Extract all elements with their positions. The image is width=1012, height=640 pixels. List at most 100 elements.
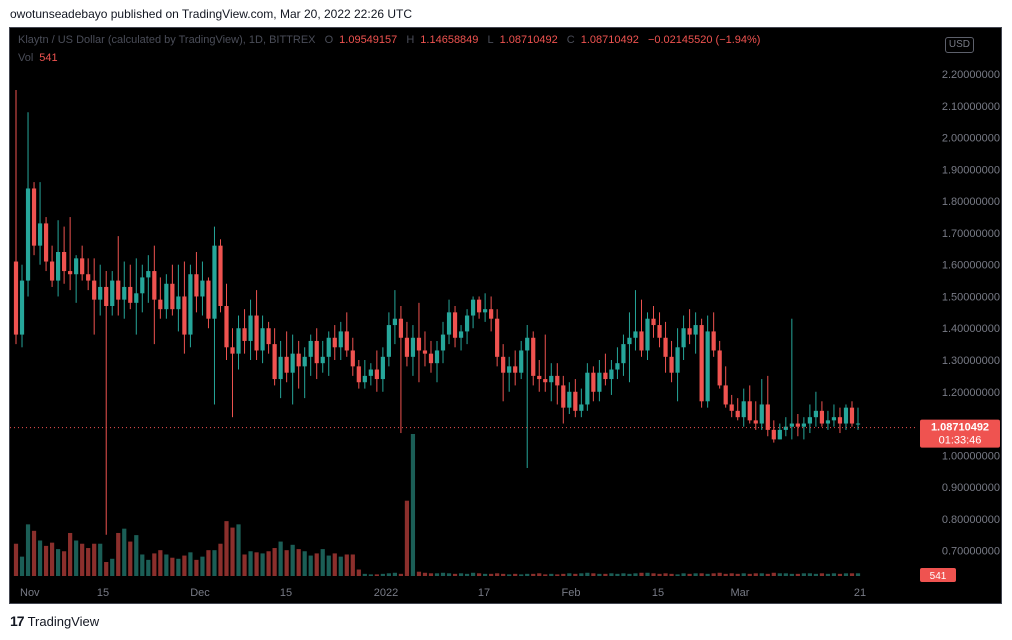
candle-body: [206, 280, 211, 319]
candle-body: [92, 280, 97, 300]
volume-bar: [627, 573, 632, 576]
volume-bar: [74, 540, 79, 576]
volume-bar: [182, 555, 187, 576]
volume-bar: [31, 530, 37, 576]
candle-body: [170, 283, 175, 310]
volume-bar: [350, 554, 355, 576]
candle-body: [242, 328, 247, 341]
candle-body: [489, 309, 494, 319]
volume-bar: [531, 573, 536, 576]
volume-bar: [483, 573, 488, 576]
candle-body: [483, 309, 488, 313]
close-label: C: [566, 34, 575, 46]
candle-body: [531, 337, 536, 376]
candle-body: [404, 337, 410, 357]
candle-body: [693, 325, 698, 335]
volume-bar: [501, 573, 506, 576]
x-tick-label: 15: [280, 587, 292, 599]
candle-body: [759, 404, 764, 424]
candle-body: [843, 407, 849, 424]
candle-body: [248, 315, 253, 341]
candle-body: [440, 334, 446, 351]
volume-bar: [332, 553, 337, 576]
volume-bar: [663, 573, 668, 576]
price-badge-value: 1.08710492: [931, 422, 989, 434]
volume-bar: [603, 573, 608, 576]
volume-bar: [296, 549, 301, 576]
volume-bar: [55, 549, 61, 576]
candle-body: [122, 286, 127, 300]
y-tick-label: 1.70000000: [942, 228, 1000, 240]
volume-bar: [747, 573, 752, 576]
volume-legend: Vol 541: [18, 52, 58, 64]
candle-body: [25, 188, 31, 281]
candle-body: [513, 366, 518, 373]
low-label: L: [487, 34, 494, 46]
volume-bar: [86, 548, 91, 576]
candle-body: [368, 369, 373, 376]
volume-bar: [561, 573, 566, 576]
volume-bar: [98, 543, 103, 576]
volume-bar: [230, 527, 235, 576]
volume-bar: [146, 559, 151, 576]
volume-bar: [452, 573, 458, 576]
candle-body: [585, 372, 590, 405]
y-tick-label: 2.20000000: [942, 69, 1000, 81]
y-tick-label: 0.70000000: [942, 546, 1000, 558]
price-badge: [920, 419, 1000, 448]
candle-body: [344, 331, 349, 351]
candle-body: [543, 379, 548, 383]
volume-bar: [140, 554, 145, 576]
candle-body: [753, 420, 758, 424]
volume-bar: [374, 574, 379, 576]
volume-bar: [795, 573, 800, 576]
candle-body: [338, 331, 343, 348]
volume-bar: [284, 550, 289, 576]
volume-bar: [362, 573, 367, 576]
candle-body: [501, 356, 506, 373]
volume-bar: [831, 573, 837, 576]
volume-bar: [212, 550, 217, 576]
candle-body: [230, 347, 235, 354]
volume-bar: [188, 552, 193, 576]
candle-body: [428, 353, 434, 364]
candle-body: [236, 328, 241, 354]
high-label: H: [406, 34, 415, 46]
tradingview-logo-icon: 17: [10, 613, 25, 629]
volume-bar: [43, 545, 49, 576]
volume-bar: [513, 573, 518, 576]
volume-bar: [837, 573, 843, 576]
y-tick-label: 1.80000000: [942, 196, 1000, 208]
volume-bar: [410, 434, 416, 576]
candle-body: [116, 280, 121, 300]
candle-body: [549, 375, 554, 383]
volume-bar: [218, 543, 223, 576]
candle-body: [801, 423, 806, 427]
volume-bar: [206, 550, 211, 576]
chart-frame[interactable]: 2.20000000 2.10000000 2.00000000 1.90000000…: [9, 27, 1002, 604]
candle-body: [110, 280, 115, 306]
high-value: 1.14658849: [420, 34, 479, 46]
volume-bar: [116, 532, 121, 576]
currency-button[interactable]: USD: [944, 37, 974, 53]
candlestick-chart[interactable]: 2.20000000 2.10000000 2.00000000 1.90000000…: [10, 28, 1002, 604]
candle-body: [837, 417, 843, 424]
candle-body: [464, 315, 470, 332]
volume-bar: [338, 556, 343, 576]
volume-bar: [176, 558, 181, 576]
candle-body: [705, 331, 710, 402]
candle-body: [55, 252, 61, 281]
volume-bar: [777, 573, 782, 576]
candle-body: [13, 261, 19, 335]
volume-bar: [555, 574, 560, 576]
candle-body: [675, 347, 680, 373]
candle-body: [699, 325, 704, 402]
volume-bar: [585, 572, 590, 576]
volume-bar: [170, 557, 175, 576]
volume-bar: [771, 572, 776, 576]
volume-bar: [849, 573, 855, 576]
volume-bar: [675, 574, 680, 576]
candle-body: [765, 404, 770, 430]
candle-body: [31, 188, 37, 246]
open-value: 1.09549157: [339, 34, 398, 46]
